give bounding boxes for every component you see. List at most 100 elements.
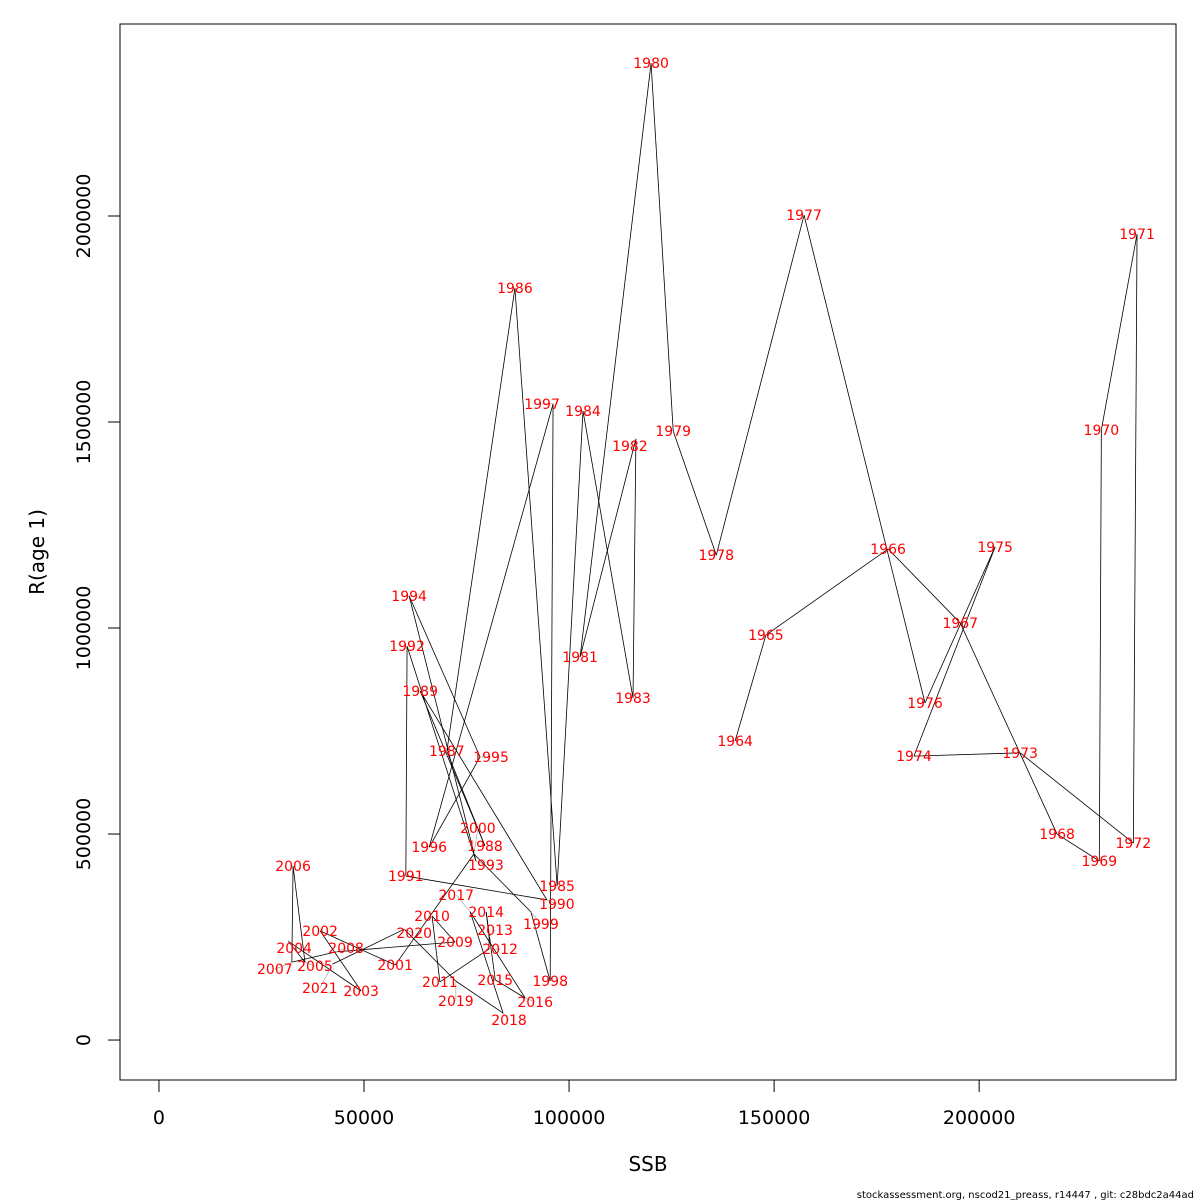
year-label: 2001 — [377, 958, 413, 974]
year-label: 1982 — [612, 439, 648, 455]
year-label: 1985 — [539, 879, 575, 895]
x-tick-label: 0 — [153, 1107, 165, 1129]
label-leader-line — [530, 911, 542, 925]
plot-frame — [119, 23, 1177, 1081]
year-label: 2005 — [297, 959, 333, 975]
year-label: 2007 — [257, 962, 293, 978]
year-label: 1995 — [473, 750, 509, 766]
label-leader-line — [629, 438, 637, 447]
trajectory-segment — [1056, 833, 1100, 862]
year-label: 1987 — [429, 744, 465, 760]
trajectory-segment — [530, 911, 551, 982]
trajectory-segment — [579, 438, 637, 657]
label-leader-line — [488, 929, 496, 938]
year-label: 1984 — [565, 404, 601, 420]
trajectory-segment — [287, 940, 362, 992]
x-axis: 0 50000 100000 150000 200000 — [153, 1079, 1015, 1129]
label-leader-line — [455, 894, 471, 913]
trajectory-segment — [495, 979, 526, 999]
trajectory-segment — [485, 911, 496, 980]
trajectory-segment — [428, 403, 554, 848]
trajectory-segment — [319, 930, 362, 992]
trajectory-segment — [1132, 234, 1138, 844]
label-leaders — [274, 403, 637, 1021]
year-label: 2013 — [477, 923, 513, 939]
trajectory-segment — [405, 875, 547, 901]
label-leader-line — [287, 940, 295, 949]
year-label: 2019 — [438, 994, 474, 1010]
year-label: 1974 — [896, 749, 932, 765]
year-label: 1975 — [977, 540, 1013, 556]
label-leader-line — [404, 928, 415, 934]
year-label: 1993 — [468, 858, 504, 874]
label-leader-line — [304, 961, 316, 967]
year-label: 1988 — [467, 839, 503, 855]
year-label: 2004 — [276, 941, 312, 957]
year-label: 1999 — [523, 917, 559, 933]
trajectory-segment — [887, 548, 961, 624]
year-label: 1978 — [698, 548, 734, 564]
trajectory-segment — [419, 690, 548, 901]
year-label: 2009 — [437, 935, 473, 951]
year-label: 1989 — [402, 684, 438, 700]
year-label: 1968 — [1039, 827, 1075, 843]
trajectory-segment — [428, 756, 481, 848]
y-tick-label: 1000000 — [73, 586, 95, 671]
trajectory-segment — [632, 438, 637, 699]
year-label: 1969 — [1081, 854, 1117, 870]
year-label: 1976 — [907, 696, 943, 712]
trajectory-segment — [439, 948, 490, 983]
x-tick-label: 100000 — [533, 1107, 606, 1129]
label-leader-line — [525, 997, 536, 1003]
year-label: 2008 — [328, 941, 364, 957]
label-leader-line — [336, 947, 347, 953]
label-leader-line — [274, 961, 292, 970]
year-label: 2002 — [302, 924, 338, 940]
year-label: 2021 — [302, 981, 338, 997]
year-label: 1981 — [562, 650, 598, 666]
label-leader-line — [319, 963, 334, 989]
trajectory-segment — [579, 63, 652, 657]
trajectory-segment — [1019, 752, 1134, 844]
trajectory — [287, 63, 1138, 1014]
year-labels: 1964 1965 1966 1967 1968 1969 1970 1971 1972 1973… — [257, 56, 1155, 1029]
year-label: 2012 — [482, 942, 518, 958]
year-label: 1992 — [389, 639, 425, 655]
trajectory-segment — [549, 403, 554, 982]
trajectory-segment — [803, 215, 926, 704]
trajectory-segment — [1098, 429, 1102, 862]
year-label: 1977 — [786, 208, 822, 224]
y-tick-label: 500000 — [73, 798, 95, 871]
trajectory-segment — [473, 853, 532, 913]
year-label: 2011 — [422, 975, 458, 991]
trajectory-segment — [1100, 234, 1138, 430]
year-label: 1997 — [524, 397, 560, 413]
trajectory-segment — [514, 288, 558, 886]
year-label: 1986 — [497, 281, 533, 297]
trajectory-segment — [403, 928, 457, 982]
y-tick-label: 1500000 — [73, 380, 95, 465]
year-label: 1980 — [633, 56, 669, 72]
trajectory-segment — [765, 548, 889, 636]
year-label: 1966 — [870, 542, 906, 558]
year-label: 2010 — [414, 909, 450, 925]
trajectory-segment — [332, 928, 405, 965]
year-label: 2018 — [491, 1013, 527, 1029]
trajectory-segment — [431, 915, 456, 943]
trajectory-segment — [291, 866, 294, 963]
x-tick-label: 150000 — [738, 1107, 811, 1129]
trajectory-segment — [394, 853, 475, 966]
trajectory-segment — [291, 951, 337, 963]
year-label: 2015 — [477, 973, 513, 989]
trajectory-segment — [672, 430, 717, 556]
year-label: 1979 — [655, 424, 691, 440]
year-label: 1991 — [388, 869, 424, 885]
trajectory-segment — [455, 980, 504, 1014]
year-label: 2014 — [468, 905, 504, 921]
year-label: 2003 — [343, 984, 379, 1000]
trajectory-segment — [319, 930, 396, 966]
trajectory-segment — [556, 410, 584, 886]
year-label: 2016 — [517, 995, 553, 1011]
year-label: 1972 — [1116, 836, 1152, 852]
